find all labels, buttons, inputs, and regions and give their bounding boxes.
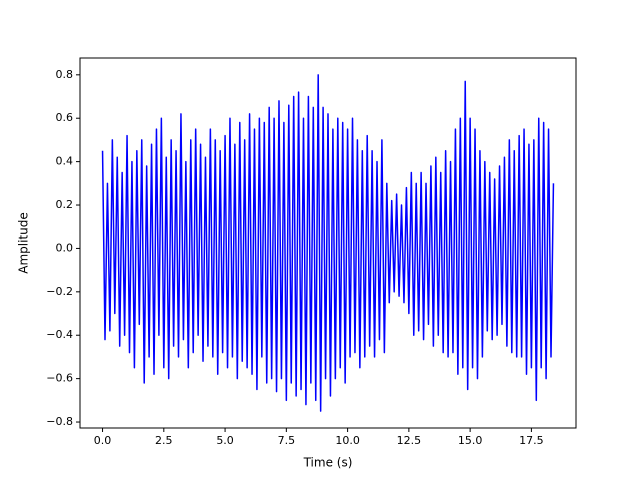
axes-frame bbox=[79, 57, 577, 429]
y-tick-label: −0.6 bbox=[46, 372, 73, 385]
waveform-line bbox=[101, 74, 555, 412]
x-tick-label: 10.0 bbox=[335, 434, 360, 447]
x-tick-label: 7.5 bbox=[278, 434, 296, 447]
y-tick-label: 0.4 bbox=[56, 155, 74, 168]
y-tick-label: −0.2 bbox=[46, 285, 73, 298]
y-tick-label: 0.6 bbox=[56, 111, 74, 124]
y-tick-label: 0.8 bbox=[56, 68, 74, 81]
x-tick-label: 15.0 bbox=[458, 434, 483, 447]
y-tick-label: −0.8 bbox=[46, 415, 73, 428]
y-tick-label: 0.0 bbox=[56, 241, 74, 254]
x-tick-label: 17.5 bbox=[519, 434, 544, 447]
x-axis-label: Time (s) bbox=[303, 456, 353, 470]
x-tick-label: 5.0 bbox=[216, 434, 234, 447]
x-tick-label: 12.5 bbox=[397, 434, 422, 447]
y-tick-label: 0.2 bbox=[56, 198, 74, 211]
y-axis-label: Amplitude bbox=[17, 212, 31, 274]
y-tick-label: −0.4 bbox=[46, 328, 73, 341]
x-tick-label: 0.0 bbox=[94, 434, 112, 447]
x-tick-label: 2.5 bbox=[155, 434, 173, 447]
